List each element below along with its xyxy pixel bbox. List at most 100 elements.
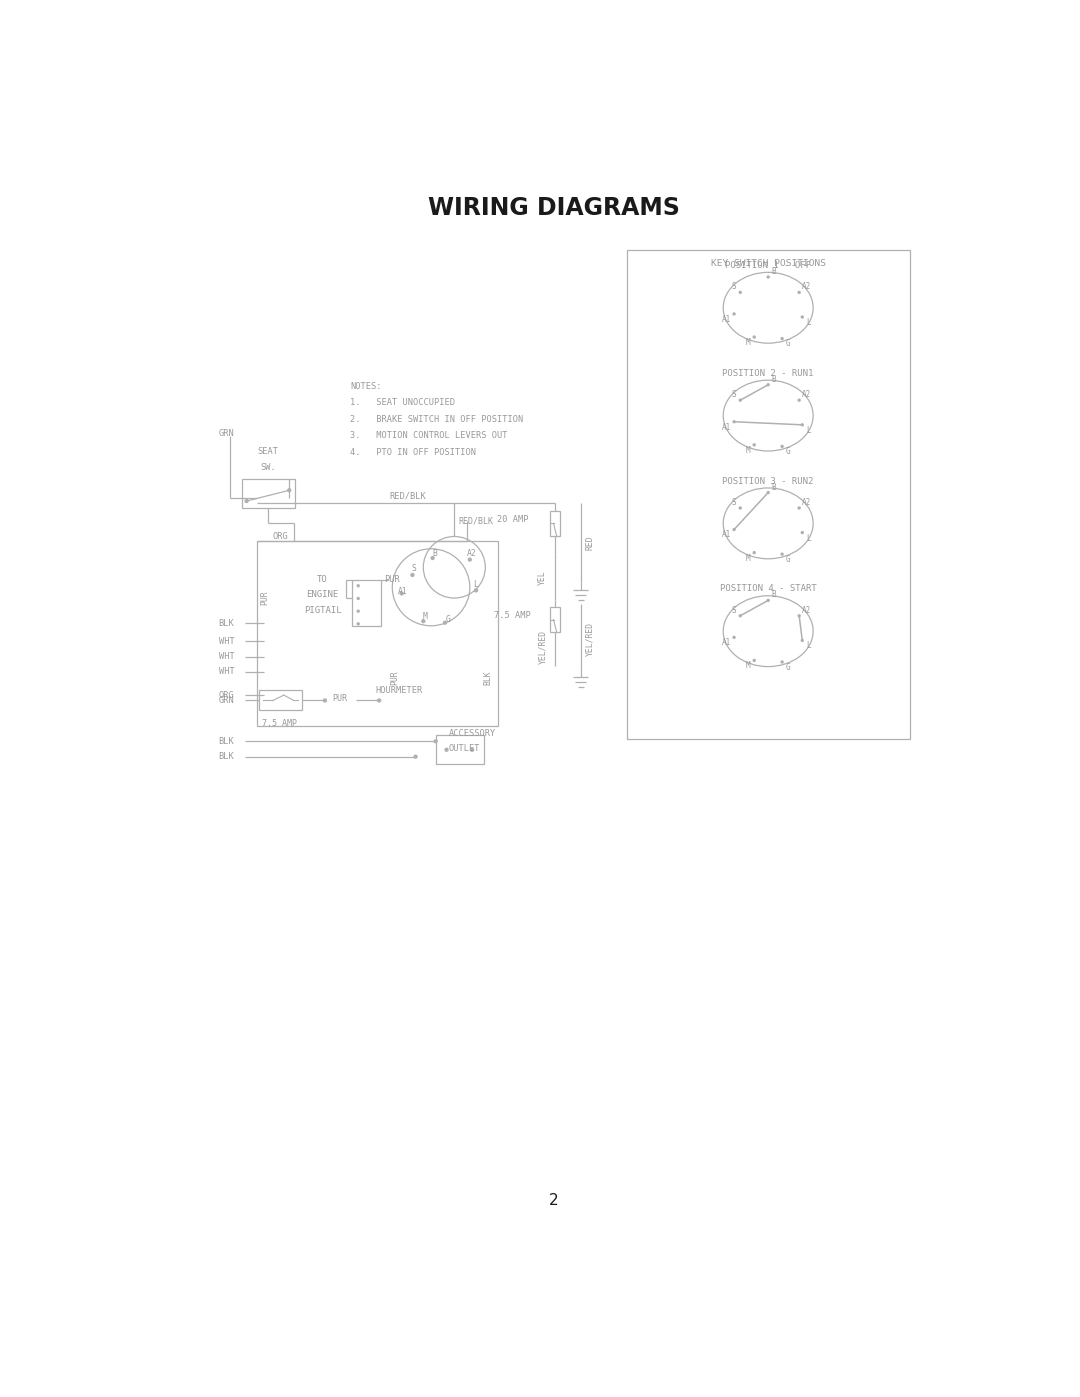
Circle shape [732,420,735,423]
Circle shape [767,275,770,278]
Circle shape [400,591,404,595]
Circle shape [474,588,478,592]
Text: A1: A1 [721,531,731,539]
Text: PIGTAIL: PIGTAIL [303,606,341,615]
Text: L: L [806,641,811,651]
Text: S: S [732,390,737,400]
Circle shape [797,398,801,402]
Bar [550,608,561,631]
Text: L: L [806,534,811,542]
Circle shape [431,556,435,560]
Circle shape [781,661,784,664]
Text: YEL: YEL [538,570,548,584]
Text: A1: A1 [721,314,731,324]
Text: A1: A1 [399,587,408,595]
Circle shape [468,557,472,562]
Circle shape [797,615,801,617]
Text: A1: A1 [721,638,731,647]
Text: POSITION 1 - OFF: POSITION 1 - OFF [725,261,811,270]
Circle shape [244,499,248,503]
Text: YEL/RED: YEL/RED [538,630,548,664]
Text: ENGINE: ENGINE [307,591,339,599]
Text: BLK: BLK [218,752,234,761]
Circle shape [356,622,360,626]
Text: PUR: PUR [333,694,348,703]
Text: M: M [745,446,751,455]
Text: 3.   MOTION CONTROL LEVERS OUT: 3. MOTION CONTROL LEVERS OUT [350,432,508,440]
Text: 20 AMP: 20 AMP [497,515,528,524]
Circle shape [414,754,418,759]
Circle shape [470,747,474,752]
Bar [550,511,561,535]
Circle shape [753,550,756,555]
Text: ACCESSORY: ACCESSORY [449,729,496,738]
Bar [242,479,295,509]
Text: 4.   PTO IN OFF POSITION: 4. PTO IN OFF POSITION [350,448,476,457]
Circle shape [421,619,426,623]
Text: A1: A1 [721,423,731,432]
Text: GRN: GRN [218,429,234,437]
Circle shape [444,747,448,752]
Text: 1.   SEAT UNOCCUPIED: 1. SEAT UNOCCUPIED [350,398,456,408]
Text: BLK: BLK [483,671,492,685]
Bar [435,735,484,764]
Circle shape [377,698,381,703]
Text: WHT: WHT [218,637,234,645]
Bar [352,580,381,626]
Text: A2: A2 [467,549,476,557]
Text: L: L [473,580,478,588]
Text: YEL/RED: YEL/RED [585,622,594,657]
Text: 7.5 AMP: 7.5 AMP [262,719,297,728]
Circle shape [800,531,804,534]
Text: B: B [771,591,775,599]
Text: 2: 2 [549,1193,558,1208]
Bar [259,690,301,711]
Circle shape [732,313,735,316]
Text: M: M [422,612,428,622]
Text: RED/BLK: RED/BLK [390,492,427,500]
Text: POSITION 4 - START: POSITION 4 - START [719,584,816,594]
Circle shape [797,506,801,510]
Text: PUR: PUR [390,671,400,685]
Text: ORG: ORG [273,532,288,541]
Text: S: S [411,564,417,573]
Text: M: M [745,661,751,671]
Bar [257,541,498,726]
Circle shape [800,638,804,643]
Circle shape [323,698,327,703]
Text: 7.5 AMP: 7.5 AMP [494,612,530,620]
Text: PUR: PUR [384,576,400,584]
Text: B: B [771,374,775,384]
Text: ORG: ORG [218,690,234,700]
Text: PUR: PUR [260,591,270,605]
Circle shape [356,584,360,588]
Text: OUTLET: OUTLET [449,745,481,753]
Circle shape [739,615,742,617]
Circle shape [781,552,784,556]
Circle shape [753,335,756,338]
Circle shape [753,659,756,662]
Circle shape [739,506,742,510]
Circle shape [781,444,784,448]
Text: NOTES:: NOTES: [350,381,382,391]
Text: TO: TO [318,576,328,584]
Text: A2: A2 [802,499,811,507]
Text: POSITION 3 - RUN2: POSITION 3 - RUN2 [723,476,814,486]
Circle shape [287,488,292,492]
Text: 2.   BRAKE SWITCH IN OFF POSITION: 2. BRAKE SWITCH IN OFF POSITION [350,415,524,423]
Circle shape [443,620,447,624]
Text: G: G [786,662,791,672]
Circle shape [753,443,756,447]
Text: HOURMETER: HOURMETER [375,686,422,694]
Circle shape [767,599,770,602]
Text: G: G [786,339,791,348]
Text: BLK: BLK [218,736,234,746]
Text: L: L [806,319,811,327]
Text: RED: RED [585,535,594,550]
Text: SW.: SW. [260,462,276,472]
Circle shape [781,337,784,341]
Circle shape [732,636,735,638]
Text: M: M [745,338,751,346]
Circle shape [797,291,801,295]
Text: A2: A2 [802,606,811,615]
